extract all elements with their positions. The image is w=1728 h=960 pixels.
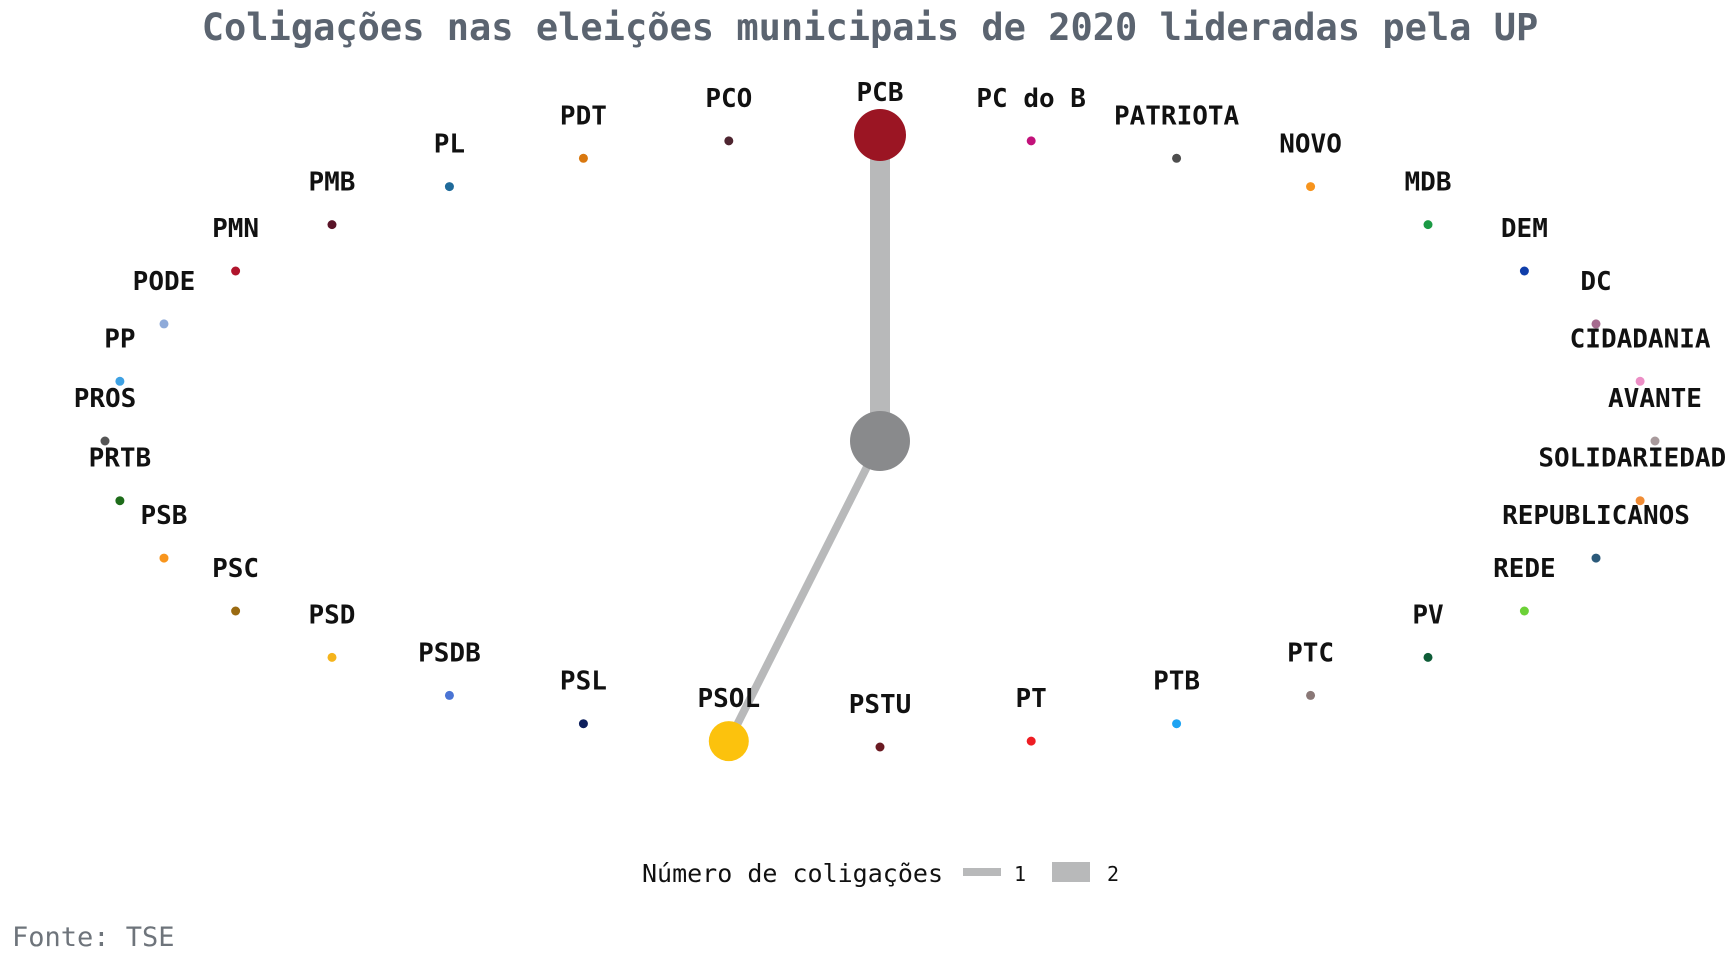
legend-label-2: 2 bbox=[1107, 862, 1119, 886]
node-label-pp: PP bbox=[104, 324, 135, 354]
node-psc bbox=[231, 606, 241, 616]
legend-label-1: 1 bbox=[1014, 862, 1026, 886]
node-label-cidadania: CIDADANIA bbox=[1570, 324, 1711, 354]
node-label-ptb: PTB bbox=[1153, 667, 1200, 697]
node-label-pco: PCO bbox=[705, 84, 752, 114]
edge-up-psol bbox=[725, 439, 884, 743]
node-label-psb: PSB bbox=[141, 501, 188, 531]
node-psl bbox=[578, 719, 588, 729]
node-label-pdt: PDT bbox=[560, 101, 607, 131]
node-pt bbox=[1026, 736, 1036, 746]
node-pl bbox=[444, 182, 454, 192]
node-label-pt: PT bbox=[1016, 684, 1047, 714]
legend-swatch-1 bbox=[963, 868, 1001, 876]
node-label-solidariedade: SOLIDARIEDADE bbox=[1538, 444, 1728, 474]
node-label-psol: PSOL bbox=[697, 684, 760, 714]
node-pmb bbox=[327, 220, 337, 230]
node-prtb bbox=[115, 496, 125, 506]
node-pp bbox=[115, 376, 125, 386]
node-pode bbox=[159, 319, 169, 329]
labels-layer: PCB PC do B PATRIOTA NOVO MDB DEM DC CIDADANIA A… bbox=[74, 78, 1728, 720]
node-label-mdb: MDB bbox=[1405, 168, 1452, 198]
node-pros bbox=[100, 436, 110, 446]
node-psd bbox=[327, 652, 337, 662]
node-dem bbox=[1519, 266, 1529, 276]
node-label-psd: PSD bbox=[309, 600, 356, 630]
node-label-prtb: PRTB bbox=[89, 444, 152, 474]
node-cidadania bbox=[1635, 376, 1645, 386]
node-label-avante: AVANTE bbox=[1608, 384, 1702, 414]
node-solidariedade bbox=[1635, 496, 1645, 506]
node-mdb bbox=[1423, 220, 1433, 230]
node-label-pl: PL bbox=[434, 130, 465, 160]
node-label-ptc: PTC bbox=[1287, 638, 1334, 668]
node-label-psc: PSC bbox=[212, 554, 259, 584]
legend-swatch-2 bbox=[1052, 862, 1090, 882]
node-label-pv: PV bbox=[1412, 600, 1443, 630]
node-label-pmb: PMB bbox=[309, 168, 356, 198]
legend-title: Número de coligações bbox=[642, 859, 943, 888]
node-dc bbox=[1591, 319, 1601, 329]
node-label-pstu: PSTU bbox=[849, 690, 912, 720]
node-label-novo: NOVO bbox=[1279, 130, 1342, 160]
node-label-republicanos: REPUBLICANOS bbox=[1502, 501, 1690, 531]
node-psb bbox=[159, 553, 169, 563]
node-ptb bbox=[1172, 719, 1182, 729]
node-pstu bbox=[875, 742, 885, 752]
chart-title: Coligações nas eleições municipais de 20… bbox=[202, 6, 1539, 49]
node-label-pcb: PCB bbox=[857, 78, 904, 108]
node-psdb bbox=[444, 690, 454, 700]
node-psol bbox=[708, 721, 749, 762]
node-label-dem: DEM bbox=[1501, 214, 1548, 244]
edges-layer bbox=[725, 135, 890, 743]
node-pdt bbox=[578, 153, 588, 163]
node-avante bbox=[1650, 436, 1660, 446]
nodes-layer bbox=[100, 109, 1660, 762]
node-label-psl: PSL bbox=[560, 667, 607, 697]
node-label-pros: PROS bbox=[74, 384, 137, 414]
node-label-patriota: PATRIOTA bbox=[1114, 101, 1240, 131]
node-pc-do-b bbox=[1026, 136, 1036, 146]
node-pco bbox=[724, 136, 734, 146]
node-label-psdb: PSDB bbox=[418, 638, 481, 668]
node-rede bbox=[1519, 606, 1529, 616]
node-pcb bbox=[854, 109, 906, 161]
node-novo bbox=[1306, 182, 1316, 192]
node-label-pc-do-b: PC do B bbox=[976, 84, 1086, 114]
node-patriota bbox=[1172, 153, 1182, 163]
node-label-rede: REDE bbox=[1493, 554, 1556, 584]
node-label-pmn: PMN bbox=[212, 214, 259, 244]
node-label-pode: PODE bbox=[133, 267, 196, 297]
node-pv bbox=[1423, 652, 1433, 662]
node-hub bbox=[850, 411, 910, 471]
node-ptc bbox=[1306, 690, 1316, 700]
node-republicanos bbox=[1591, 553, 1601, 563]
node-pmn bbox=[231, 266, 241, 276]
source-caption: Fonte: TSE bbox=[12, 922, 175, 953]
node-label-dc: DC bbox=[1580, 267, 1611, 297]
legend: Número de coligações 1 2 bbox=[642, 859, 1119, 888]
